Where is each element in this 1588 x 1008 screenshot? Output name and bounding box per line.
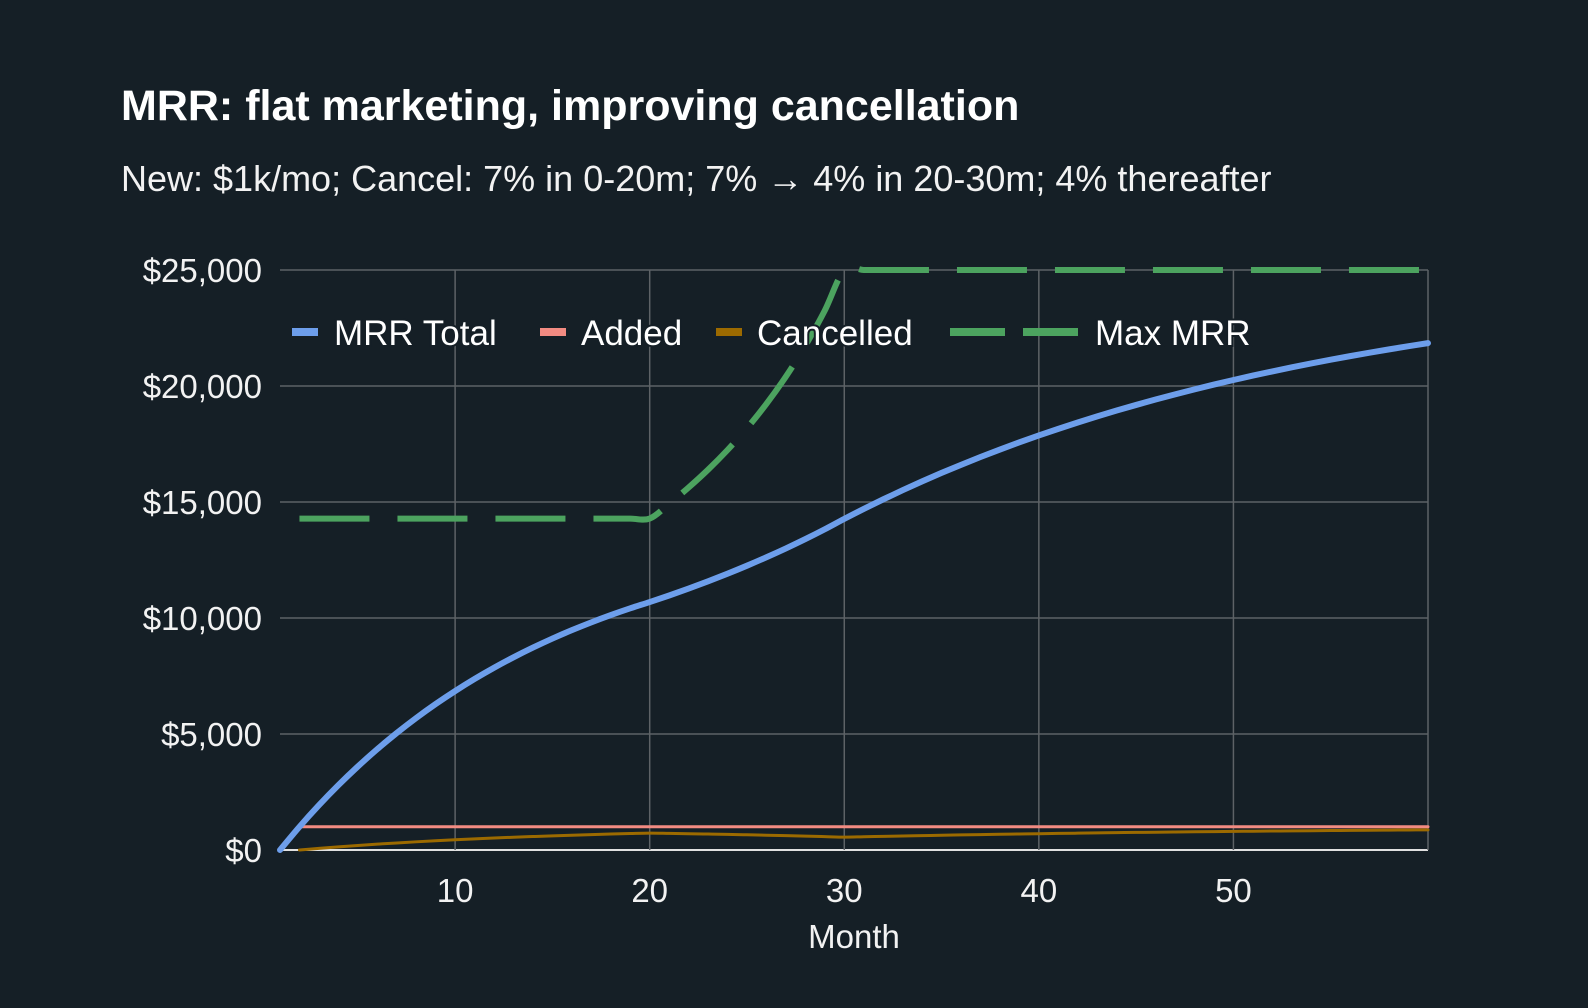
- x-axis-title: Month: [808, 918, 900, 955]
- legend-marker-dashed: [950, 328, 1005, 336]
- legend-marker: [292, 328, 318, 336]
- x-tick-label: 50: [1215, 872, 1252, 909]
- x-tick-label: 10: [437, 872, 474, 909]
- legend-marker-dashed: [1023, 328, 1078, 336]
- legend-label: Added: [581, 314, 682, 353]
- legend-marker: [540, 328, 566, 336]
- series-line-mrr-total: [277, 340, 1431, 853]
- chart-subtitle: New: $1k/mo; Cancel: 7% in 0-20m; 7% → 4…: [121, 158, 1272, 199]
- y-tick-label: $15,000: [143, 484, 262, 521]
- legend-label: Max MRR: [1095, 314, 1251, 353]
- x-tick-label: 40: [1020, 872, 1057, 909]
- series-line-max-mrr: [299, 264, 1428, 523]
- y-tick-label: $5,000: [161, 716, 262, 753]
- y-tick-label: $10,000: [143, 600, 262, 637]
- y-tick-label: $20,000: [143, 368, 262, 405]
- legend-label: Cancelled: [757, 314, 913, 353]
- x-tick-label: 30: [826, 872, 863, 909]
- x-tick-label: 20: [631, 872, 668, 909]
- series-line-cancelled: [297, 828, 1430, 852]
- legend-label: MRR Total: [334, 314, 497, 353]
- y-tick-label: $0: [225, 832, 262, 869]
- y-tick-label: $25,000: [143, 252, 262, 289]
- chart-title: MRR: flat marketing, improving cancellat…: [121, 82, 1020, 130]
- legend-marker: [716, 328, 742, 336]
